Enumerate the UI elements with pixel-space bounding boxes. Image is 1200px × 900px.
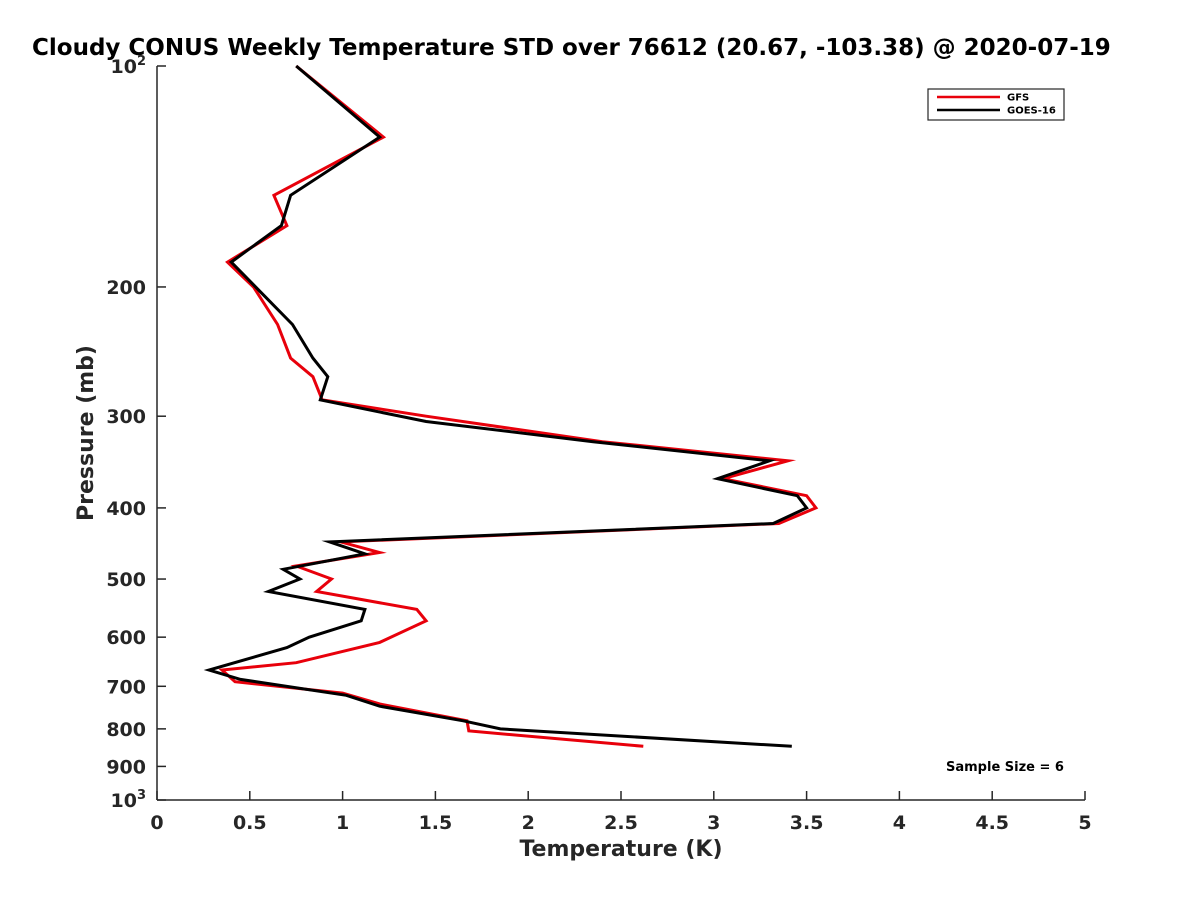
x-tick-label: 2.5 [604, 812, 638, 834]
chart-title: Cloudy CONUS Weekly Temperature STD over… [32, 35, 1111, 61]
y-tick-label: 103 [111, 788, 147, 812]
x-tick-label: 1 [336, 812, 349, 834]
legend-label-gfs: GFS [1007, 93, 1029, 104]
sample-size-annotation: Sample Size = 6 [946, 760, 1064, 775]
x-tick-label: 2 [522, 812, 535, 834]
y-tick-label: 600 [106, 627, 146, 649]
y-axis-label: Pressure (mb) [74, 345, 99, 521]
x-tick-label: 3 [707, 812, 720, 834]
tick-layer: 0 0.5 1 1.5 2 2.5 3 3.5 4 4.5 5 102 200 300 400 500 600 7… [106, 54, 1091, 834]
y-tick-label: 700 [106, 676, 146, 698]
y-tick-label: 800 [106, 719, 146, 741]
x-tick-label: 5 [1078, 812, 1091, 834]
y-tick-label: 500 [106, 569, 146, 591]
x-tick-label: 1.5 [419, 812, 453, 834]
x-tick-label: 0.5 [233, 812, 267, 834]
axes [156, 66, 1085, 801]
x-tick-label: 3.5 [790, 812, 824, 834]
y-tick-label: 200 [106, 277, 146, 299]
legend: GFS GOES-16 [927, 88, 1065, 121]
legend-box [927, 88, 1065, 121]
x-tick-label: 4 [893, 812, 906, 834]
series-line-gfs [218, 64, 819, 748]
x-tick-label: 4.5 [975, 812, 1009, 834]
y-tick-label: 400 [106, 498, 146, 520]
y-tick-label: 300 [106, 406, 146, 428]
y-tick-label: 900 [106, 756, 146, 778]
series-line-goes-16 [203, 64, 809, 748]
x-axis-label: Temperature (K) [519, 837, 722, 862]
y-tick-label: 102 [111, 54, 147, 78]
x-tick-label: 0 [150, 812, 163, 834]
series-layer [203, 64, 819, 748]
legend-label-goes: GOES-16 [1007, 106, 1056, 117]
